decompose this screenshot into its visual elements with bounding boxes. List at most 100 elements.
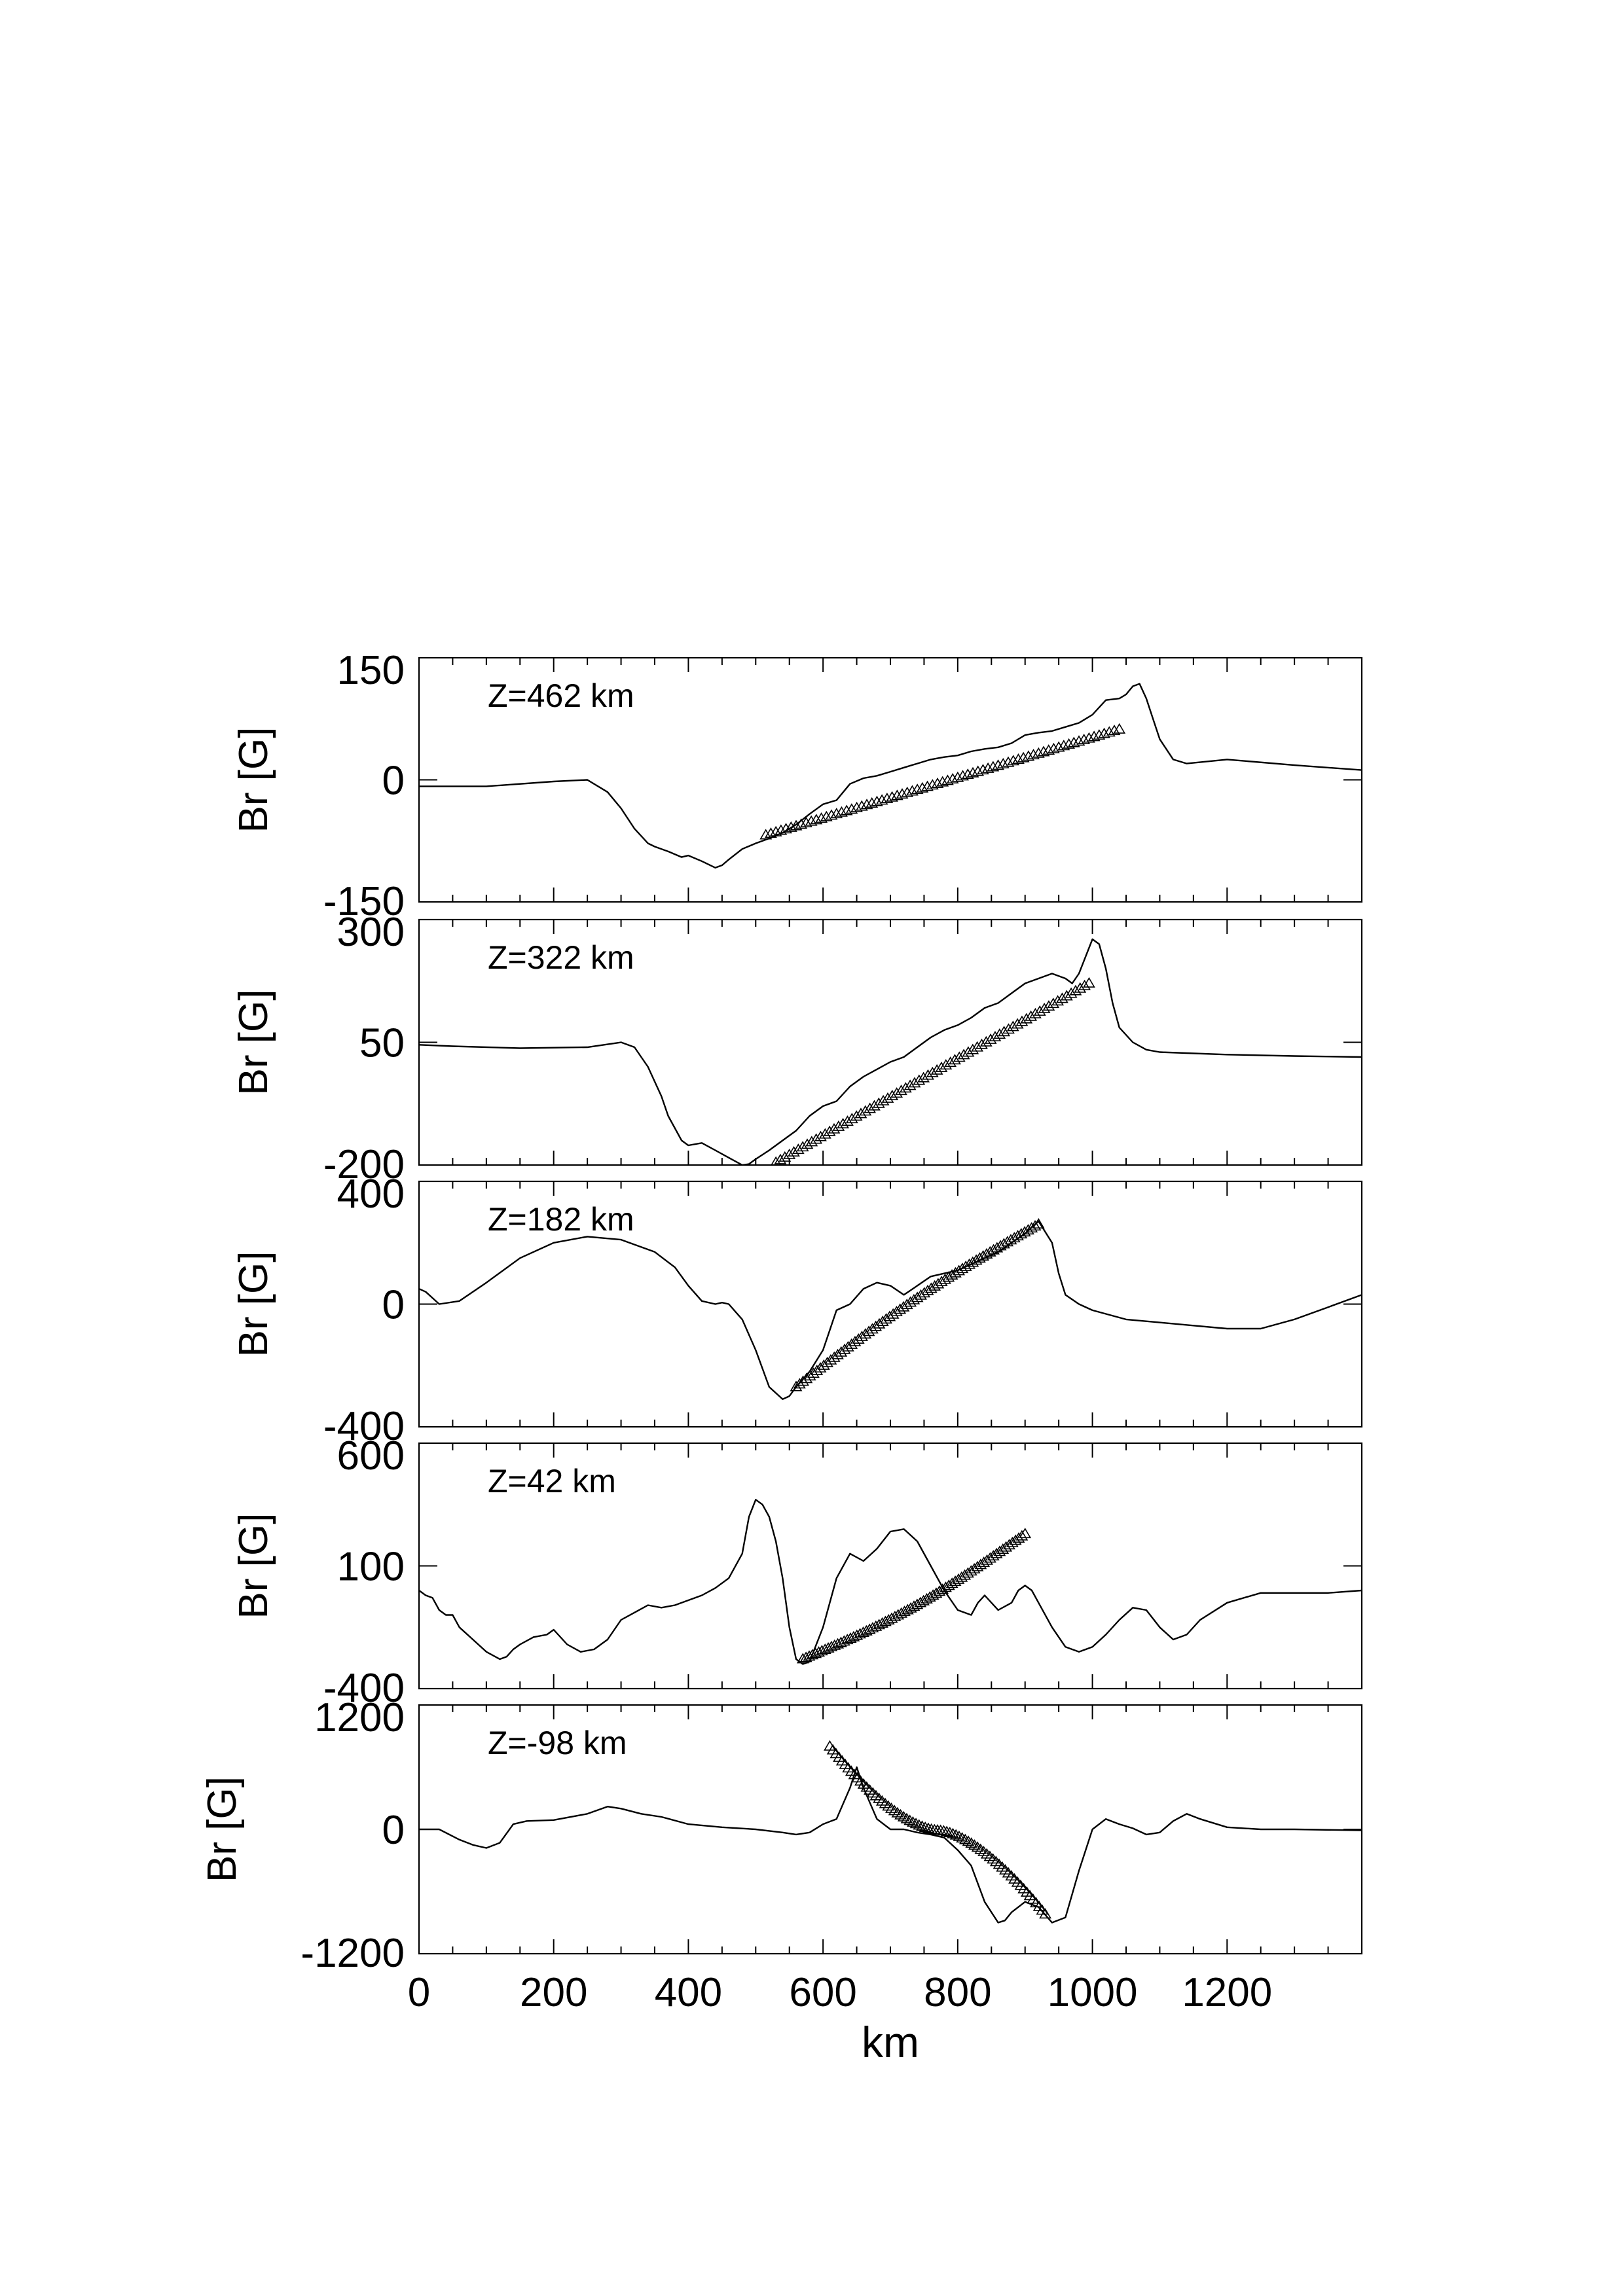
fit-marker — [998, 1026, 1011, 1037]
fit-marker — [857, 1626, 869, 1638]
fit-marker — [828, 1351, 841, 1362]
fit-marker — [949, 1054, 961, 1065]
fit-marker — [904, 1602, 917, 1613]
fit-marker — [974, 1843, 987, 1854]
fit-marker — [815, 812, 828, 823]
panel-annotation: Z=42 km — [488, 1463, 616, 1499]
fit-marker — [783, 1148, 796, 1159]
fit-marker — [923, 1591, 936, 1602]
fit-marker — [860, 798, 873, 810]
x-tick-label: 600 — [789, 1970, 856, 2015]
fit-marker — [1083, 977, 1095, 988]
fit-marker — [814, 1361, 827, 1372]
fit-marker — [1093, 729, 1106, 740]
fit-marker — [856, 1331, 868, 1342]
fit-marker — [800, 1372, 813, 1384]
fit-marker — [841, 1115, 854, 1126]
fit-marker — [919, 1821, 932, 1832]
fit-marker — [961, 768, 974, 780]
fit-marker — [935, 1061, 948, 1072]
fit-marker — [943, 1826, 957, 1837]
fit-marker — [949, 1829, 962, 1840]
fit-marker — [903, 1814, 917, 1825]
fit-marker — [1042, 1000, 1055, 1011]
fit-marker — [1087, 730, 1101, 742]
fit-marker — [868, 1100, 881, 1111]
fit-marker — [916, 781, 929, 793]
fit-marker — [921, 780, 934, 791]
fit-marker — [1029, 1007, 1042, 1018]
fit-marker — [896, 788, 909, 799]
fit-marker — [972, 765, 985, 776]
fit-marker — [890, 789, 903, 800]
fit-marker — [944, 1056, 957, 1067]
fit-marker — [866, 797, 879, 808]
fit-marker — [850, 801, 863, 812]
fit-marker — [810, 814, 823, 825]
fit-marker — [881, 793, 894, 804]
fit-marker — [965, 1837, 978, 1848]
fit-marker — [775, 824, 788, 835]
fit-marker — [866, 1622, 879, 1633]
fit-marker — [947, 1827, 959, 1839]
fit-marker — [1113, 723, 1126, 734]
fit-marker — [922, 1822, 935, 1833]
fit-marker — [1019, 1528, 1032, 1539]
panel-3: 400 0 -400 Br [G] Z=182 km — [231, 1172, 1363, 1449]
y-axis-label: Br [G] — [231, 727, 276, 833]
fit-marker — [780, 823, 792, 834]
fit-marker — [1029, 1220, 1042, 1231]
fit-marker — [788, 1146, 800, 1157]
panel-annotation: Z=182 km — [488, 1201, 634, 1238]
fit-marker — [800, 816, 812, 827]
x-tick-label: 400 — [655, 1970, 722, 2015]
fit-marker — [1025, 1010, 1038, 1021]
fit-marker — [1098, 727, 1110, 738]
panel-1: 150 0 -150 Br [G] Z=462 km — [231, 648, 1363, 924]
fit-marker — [996, 757, 1010, 768]
fit-marker — [1047, 997, 1060, 1009]
fit-marker — [1007, 755, 1020, 766]
y-tick-label: 50 — [359, 1021, 405, 1066]
fit-marker — [790, 1380, 803, 1391]
fit-marker — [847, 1630, 860, 1641]
fit-marker — [823, 1125, 836, 1136]
fit-marker — [1052, 741, 1065, 752]
fit-marker — [907, 1600, 921, 1611]
fit-marker — [759, 829, 773, 840]
fit-marker — [916, 1820, 928, 1831]
fit-marker — [1039, 1908, 1051, 1919]
fit-marker — [828, 1122, 841, 1134]
fit-marker — [980, 1848, 993, 1859]
fit-marker — [784, 821, 797, 832]
fit-marker — [1051, 995, 1064, 1006]
y-axis-label: Br [G] — [231, 1251, 276, 1357]
y-tick-label: 100 — [337, 1545, 405, 1590]
fit-marker — [981, 762, 994, 773]
fit-marker — [926, 1589, 939, 1600]
fit-marker — [977, 764, 989, 775]
fit-marker — [825, 809, 838, 820]
fit-markers — [759, 723, 1126, 840]
fit-marker — [890, 1087, 903, 1098]
fit-markers — [790, 1218, 1045, 1391]
fit-marker — [892, 1609, 905, 1620]
fit-marker — [926, 779, 939, 790]
fit-marker — [1038, 1003, 1051, 1014]
fit-marker — [979, 1035, 993, 1047]
fit-marker — [934, 1824, 947, 1835]
fit-marker — [824, 1354, 837, 1365]
fit-marker — [1108, 725, 1121, 736]
fit-marker — [877, 1094, 890, 1105]
fit-marker — [993, 1028, 1006, 1039]
fit-marker — [913, 1819, 926, 1830]
fit-marker — [841, 1340, 854, 1352]
fit-marker — [793, 1378, 806, 1389]
fit-marker — [778, 1151, 792, 1162]
fit-marker — [831, 1348, 844, 1359]
panel-annotation: Z=-98 km — [488, 1725, 627, 1761]
fit-marker — [879, 1615, 892, 1626]
fit-marker — [957, 770, 969, 781]
fit-marker — [1042, 744, 1055, 755]
